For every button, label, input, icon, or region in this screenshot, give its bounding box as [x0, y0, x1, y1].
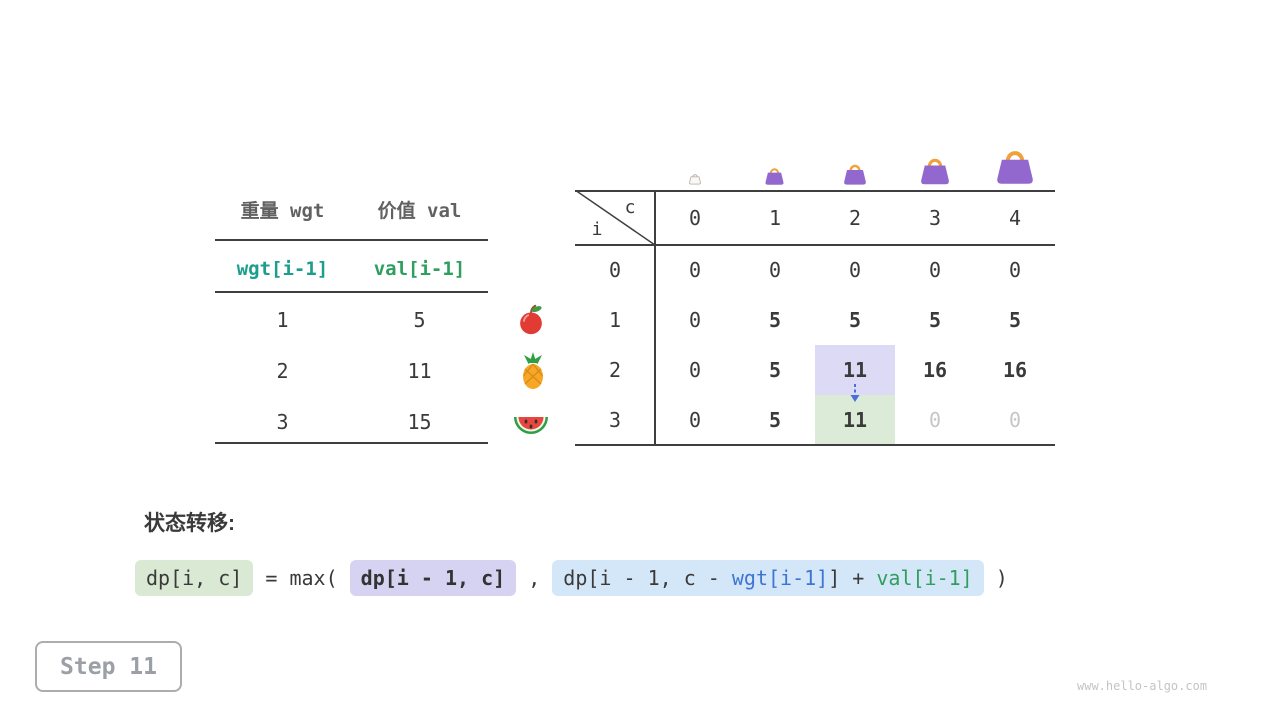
item-table-header-weight: 重量 wgt: [240, 200, 325, 222]
watermelon-icon: [514, 417, 548, 434]
dp-cell: 16: [1002, 358, 1028, 382]
dp-cell: 5: [848, 308, 862, 332]
dp-col-header: 4: [1008, 206, 1022, 230]
bag-icon-capacity-0: [688, 172, 702, 185]
apple-icon: [520, 304, 542, 335]
state-transition-formula: dp[i, c] = max( dp[i - 1, c] , dp[i - 1,…: [135, 560, 1008, 596]
dp-row-header: 2: [608, 358, 622, 382]
dp-cell: 0: [688, 308, 702, 332]
dp-row-header: 0: [608, 258, 622, 282]
dp-cell: 0: [928, 258, 942, 282]
formula-lhs: dp[i, c]: [135, 560, 254, 596]
dp-cell: 0: [1008, 408, 1022, 432]
step-badge: Step 11: [35, 641, 182, 692]
dp-cell: 0: [768, 258, 782, 282]
dp-cell: 5: [768, 358, 782, 382]
pineapple-icon: [523, 352, 543, 389]
formula-equals: =: [253, 566, 290, 590]
dp-cell: 5: [768, 408, 782, 432]
divider: [575, 444, 1055, 446]
bag-icon-capacity-4: [992, 145, 1038, 186]
dp-col-header: 1: [768, 206, 782, 230]
item-table-header-value: 价值 val: [377, 200, 462, 222]
corner-col-var: c: [624, 197, 636, 218]
bag-icon-capacity-3: [917, 154, 953, 186]
formula-arg2-mid: ] +: [828, 566, 877, 590]
dp-cell: 0: [1008, 258, 1022, 282]
dp-cell-highlighted-source: 11: [842, 358, 868, 382]
dp-col-header: 2: [848, 206, 862, 230]
dp-col-header: 0: [688, 206, 702, 230]
item-weight-value: 1: [276, 308, 289, 332]
formula-arg2-prefix: dp[i - 1, c -: [563, 566, 732, 590]
dp-cell: 0: [848, 258, 862, 282]
item-weight-value: 2: [276, 359, 289, 383]
formula-close-paren: ): [983, 566, 1008, 590]
formula-arg1: dp[i - 1, c]: [349, 560, 517, 596]
dp-col-header: 3: [928, 206, 942, 230]
divider: [575, 190, 1055, 192]
dp-cell: 0: [688, 408, 702, 432]
dp-cell: 16: [922, 358, 948, 382]
item-value-value: 11: [407, 359, 432, 383]
dp-row-header: 3: [608, 408, 622, 432]
formula-arg2-wgt: wgt[i-1]: [731, 566, 829, 590]
item-weight-value: 3: [276, 410, 289, 434]
state-transition-label: 状态转移:: [144, 512, 235, 535]
dp-cell-highlighted-target: 11: [842, 408, 868, 432]
bag-icon-capacity-2: [841, 161, 869, 186]
dp-cell: 0: [928, 408, 942, 432]
divider: [575, 244, 1055, 246]
formula-comma: ,: [516, 566, 553, 590]
dp-cell: 5: [1008, 308, 1022, 332]
dp-row-header: 1: [608, 308, 622, 332]
transition-arrow-icon: [850, 384, 860, 402]
dp-cell: 0: [688, 258, 702, 282]
corner-row-var: i: [591, 219, 603, 240]
formula-arg2: dp[i - 1, c - wgt[i-1]] + val[i-1]: [552, 560, 984, 596]
dp-cell: 5: [768, 308, 782, 332]
divider: [215, 442, 488, 444]
val-expression: val[i-1]: [373, 258, 466, 280]
item-value-value: 15: [407, 410, 432, 434]
bag-icon-capacity-1: [763, 165, 786, 186]
watermark: www.hello-algo.com: [1077, 679, 1208, 693]
dp-cell: 0: [688, 358, 702, 382]
formula-max-open: max(: [289, 566, 350, 590]
corner-diagonal: [575, 190, 655, 245]
wgt-expression: wgt[i-1]: [236, 258, 329, 280]
formula-arg2-val: val[i-1]: [876, 566, 973, 590]
divider: [654, 190, 656, 445]
divider: [215, 239, 488, 241]
dp-cell: 5: [928, 308, 942, 332]
highlight-cell-green: [815, 395, 895, 445]
divider: [215, 291, 488, 293]
item-value-value: 5: [413, 308, 426, 332]
